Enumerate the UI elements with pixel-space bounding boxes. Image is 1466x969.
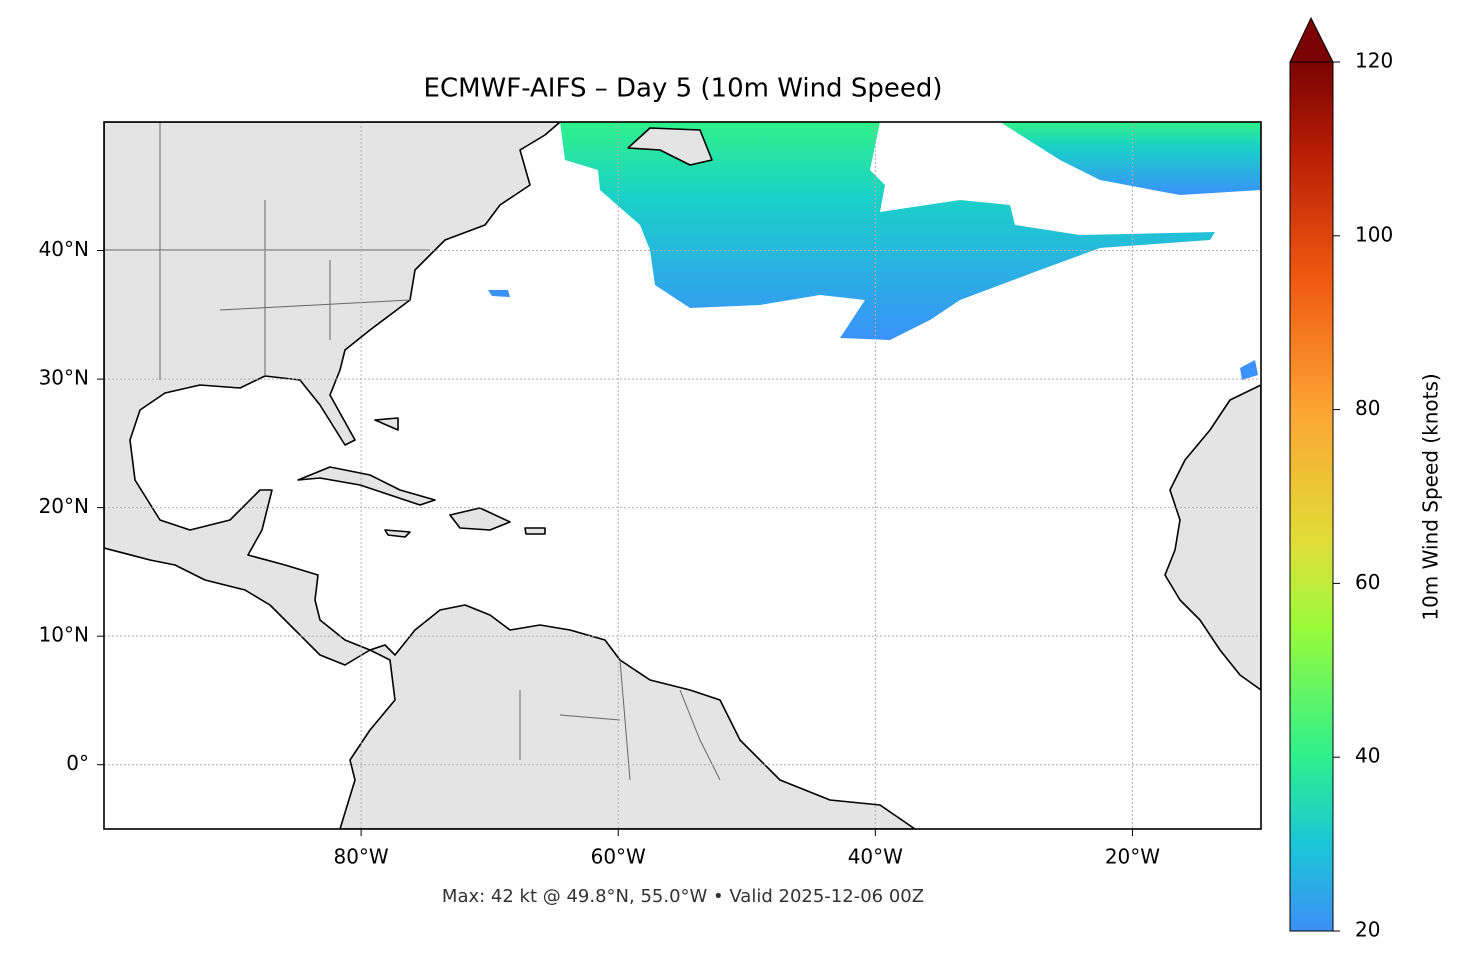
y-tick-label: 20°N [39, 494, 89, 518]
colorbar-tick-label: 60 [1355, 570, 1380, 594]
colorbar-tick-label: 40 [1355, 744, 1380, 768]
x-tick-label: 60°W [591, 845, 646, 869]
y-tick-label: 10°N [39, 623, 89, 647]
africa [1164, 384, 1261, 691]
colorbar-tick-label: 80 [1355, 396, 1380, 420]
x-tick-label: 20°W [1105, 845, 1160, 869]
colorbar-tick-label: 20 [1355, 918, 1380, 942]
y-tick-label: 30°N [39, 366, 89, 390]
cuba [297, 466, 436, 506]
grid [104, 122, 1261, 829]
x-tick-label: 40°W [848, 845, 903, 869]
north-south-america [104, 122, 916, 829]
wind-field [1000, 122, 1261, 195]
wind-field [560, 122, 1215, 340]
map [104, 122, 1261, 829]
colorbar-label: 10m Wind Speed (knots) [1419, 373, 1443, 620]
colorbar-tick-label: 120 [1355, 49, 1393, 73]
x-tick-label: 80°W [333, 845, 388, 869]
island [374, 417, 546, 538]
colorbar [1289, 61, 1334, 932]
chart-title: ECMWF-AIFS – Day 5 (10m Wind Speed) [424, 74, 943, 104]
colorbar-tick-label: 100 [1355, 222, 1393, 246]
hispaniola [449, 507, 511, 531]
y-tick-label: 40°N [39, 237, 89, 261]
colorbar-extend [1289, 16, 1334, 63]
plot-frame [103, 121, 1262, 830]
newfoundland [627, 127, 713, 166]
y-tick-label: 0° [66, 751, 89, 775]
annotation: Max: 42 kt @ 49.8°N, 55.0°W • Valid 2025… [442, 886, 924, 907]
